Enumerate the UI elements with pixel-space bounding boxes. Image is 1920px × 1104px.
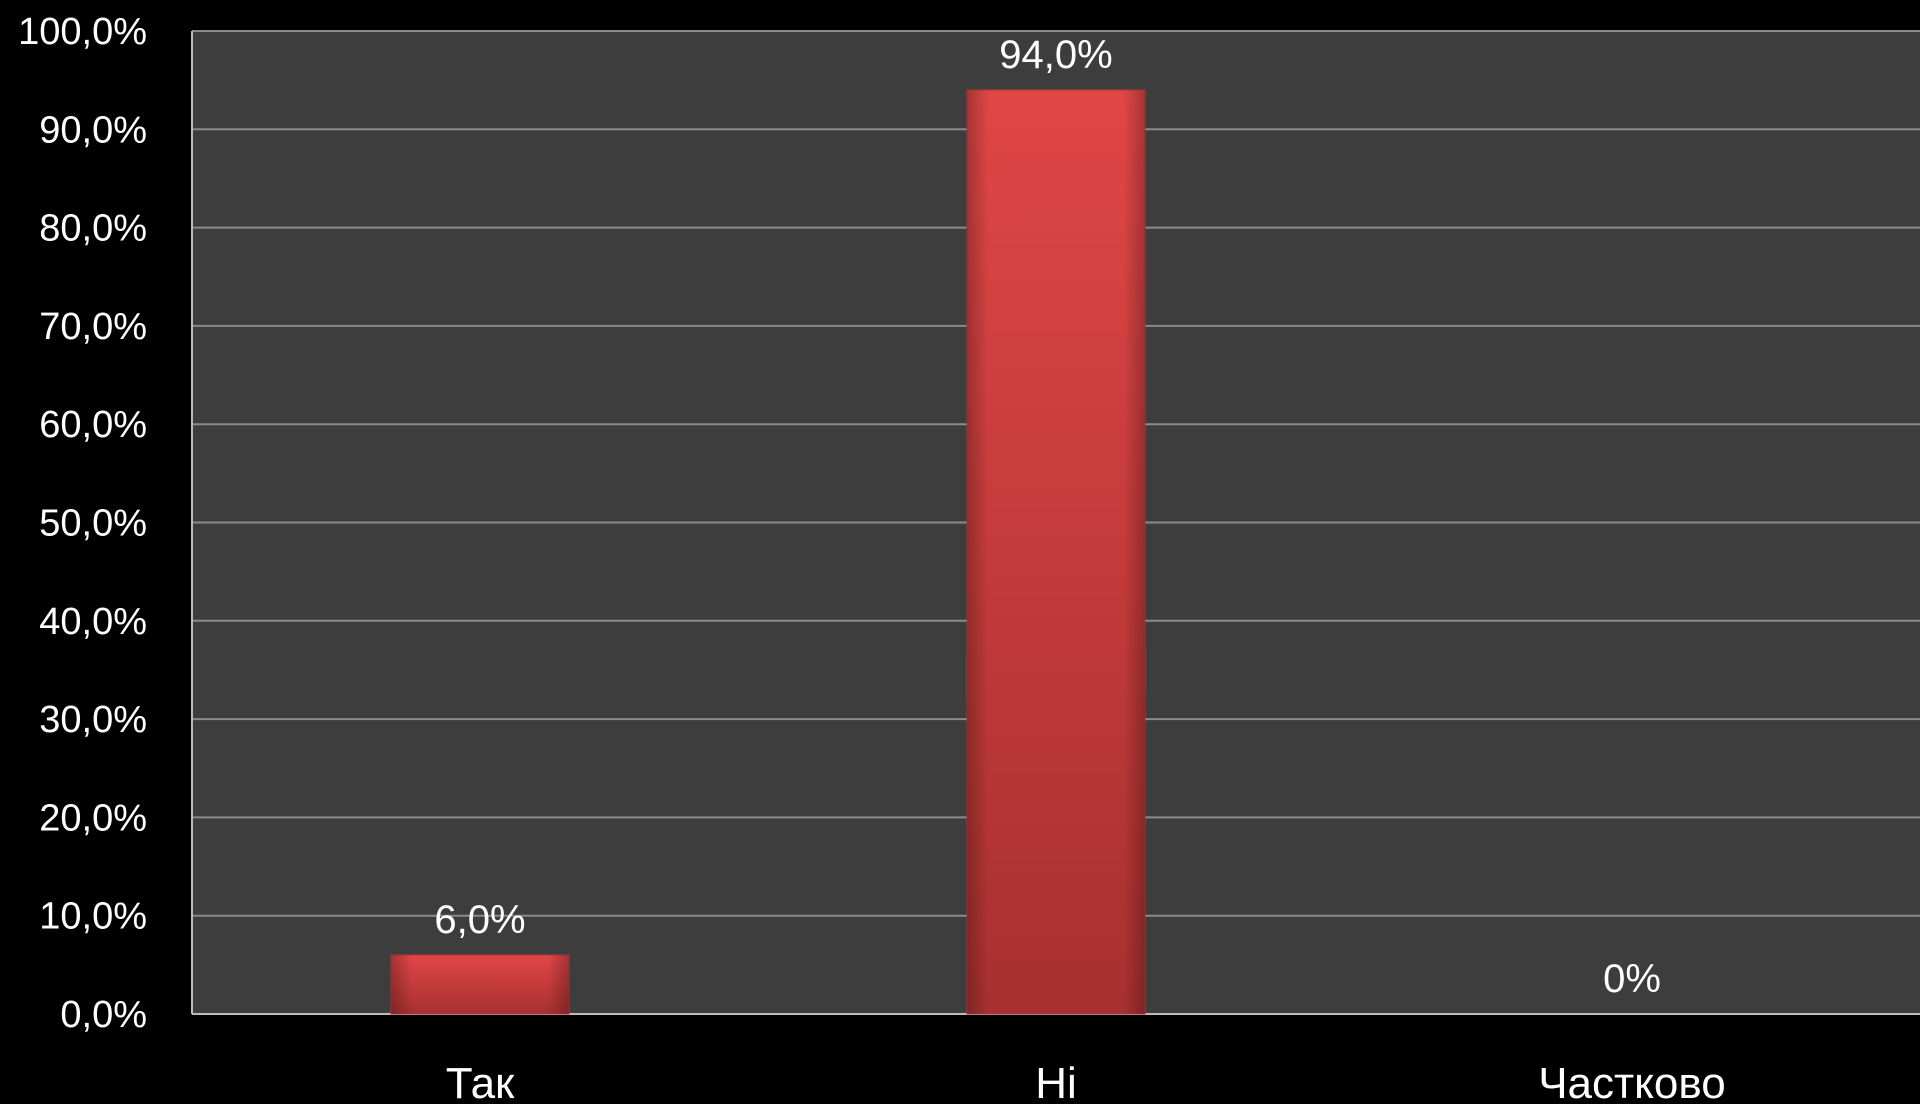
y-tick-label: 80,0% [39,208,147,250]
y-axis-tick-labels: 0,0% 10,0% 20,0% 30,0% 40,0% 50,0% 60,0% 70,0% 8… [18,11,147,1036]
y-tick-label: 50,0% [39,503,147,545]
data-label: 6,0% [434,898,525,942]
x-category-label: Ні [1035,1059,1077,1104]
data-label: 0% [1603,957,1661,1001]
x-category-label: Частково [1538,1059,1726,1104]
y-tick-label: 20,0% [39,797,147,839]
bar-shading [391,955,569,1014]
data-labels: 6,0% 94,0% 0% [434,33,1660,1001]
x-category-label: Так [446,1059,515,1104]
y-tick-label: 0,0% [60,994,147,1036]
x-axis-category-labels: Так Ні Частково [446,1059,1726,1104]
y-tick-label: 90,0% [39,109,147,151]
y-tick-label: 60,0% [39,404,147,446]
y-tick-label: 70,0% [39,306,147,348]
data-label: 94,0% [999,33,1112,77]
y-tick-label: 30,0% [39,699,147,741]
bar-shading [967,89,1145,1015]
y-tick-label: 10,0% [39,896,147,938]
y-tick-label: 100,0% [18,11,147,53]
bars [390,89,1146,1015]
y-tick-label: 40,0% [39,601,147,643]
